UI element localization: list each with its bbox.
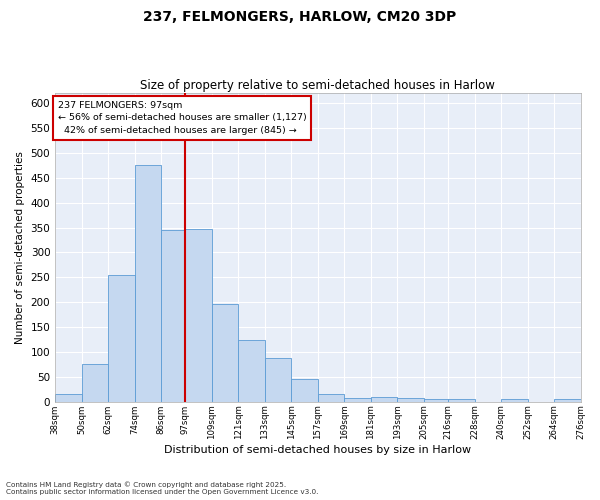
Bar	[161, 230, 185, 402]
Bar	[424, 400, 448, 402]
Title: Size of property relative to semi-detached houses in Harlow: Size of property relative to semi-detach…	[140, 79, 495, 92]
Bar	[265, 358, 292, 402]
Bar	[238, 340, 265, 402]
Bar	[82, 364, 108, 402]
Bar	[212, 304, 238, 402]
Text: 237, FELMONGERS, HARLOW, CM20 3DP: 237, FELMONGERS, HARLOW, CM20 3DP	[143, 10, 457, 24]
Bar	[292, 379, 318, 402]
Bar	[134, 166, 161, 402]
Bar	[318, 394, 344, 402]
Bar	[185, 228, 212, 402]
Bar	[108, 275, 134, 402]
Bar	[371, 397, 397, 402]
Bar	[55, 394, 82, 402]
Bar	[554, 400, 581, 402]
Bar	[501, 400, 527, 402]
Text: Contains HM Land Registry data © Crown copyright and database right 2025.
Contai: Contains HM Land Registry data © Crown c…	[6, 482, 319, 495]
Text: 237 FELMONGERS: 97sqm
← 56% of semi-detached houses are smaller (1,127)
  42% of: 237 FELMONGERS: 97sqm ← 56% of semi-deta…	[58, 101, 307, 135]
Bar	[397, 398, 424, 402]
Bar	[344, 398, 371, 402]
Bar	[448, 400, 475, 402]
X-axis label: Distribution of semi-detached houses by size in Harlow: Distribution of semi-detached houses by …	[164, 445, 472, 455]
Y-axis label: Number of semi-detached properties: Number of semi-detached properties	[15, 151, 25, 344]
